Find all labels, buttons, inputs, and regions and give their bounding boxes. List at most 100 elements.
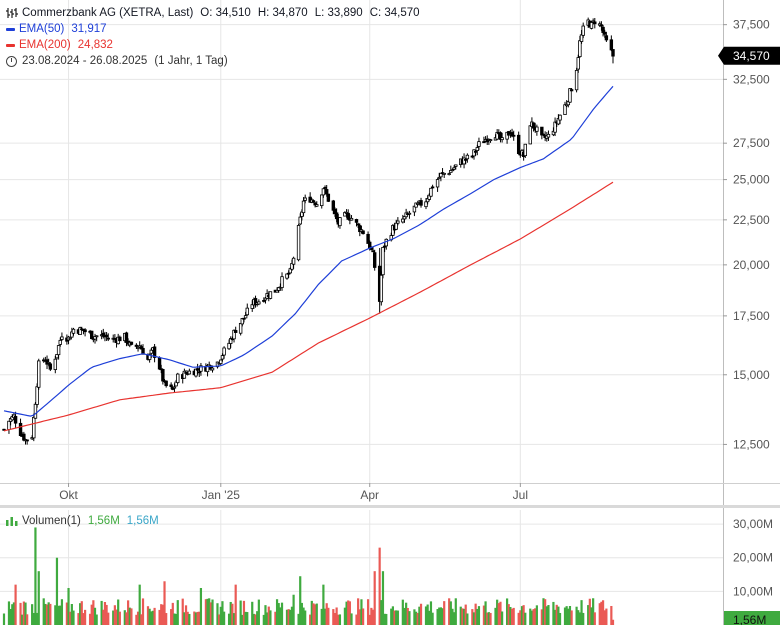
candle-body (222, 347, 226, 356)
candle-body (164, 380, 168, 387)
candle-body (454, 164, 458, 167)
candle-body (576, 57, 580, 70)
ema50-swatch (6, 27, 15, 31)
candle-body (37, 360, 41, 388)
volume-bar (325, 603, 328, 625)
volume-bar (103, 602, 107, 625)
volume-bar (35, 612, 39, 625)
candle-body (2, 428, 6, 431)
candle-body (169, 384, 173, 387)
last-price-badge (724, 46, 780, 65)
volume-bar (221, 601, 224, 625)
volume-bar (487, 612, 490, 625)
candle-body (604, 35, 609, 41)
volume-bar (459, 606, 462, 625)
volume-bar (332, 609, 335, 625)
volume-bar (290, 606, 294, 625)
volume-bar (123, 610, 126, 625)
volume-bar (59, 605, 62, 625)
volume-bar (477, 606, 481, 625)
volume-bar (454, 598, 457, 625)
volume-bar (418, 606, 421, 625)
last-volume-label: 1,56M (733, 613, 766, 625)
candle-body (321, 188, 326, 196)
time-tick-label: Jan '25 (202, 488, 241, 502)
volume-bar (9, 608, 12, 625)
volume-bar (535, 605, 538, 625)
volume-bar (146, 606, 150, 625)
ema200-legend[interactable]: EMA(200) 24,832 (6, 37, 420, 53)
volume-bar (315, 603, 318, 625)
range-row: 23.08.2024 - 26.08.2025 (1 Jahr, 1 Tag) (6, 53, 420, 69)
candle-body (298, 216, 302, 225)
price-tick-label: 27,500 (733, 136, 770, 150)
candle-body (242, 317, 246, 320)
volume-bar (348, 601, 351, 625)
volume-bar (355, 614, 358, 625)
volume-bar (547, 605, 550, 625)
volume-bar (436, 609, 439, 625)
volume-bar (267, 606, 270, 625)
title-row: Commerzbank AG (XETRA, Last) O: 34,510 H… (6, 5, 420, 21)
volume-bar (289, 609, 292, 625)
volume-bar (136, 611, 140, 625)
candle-body (401, 218, 405, 223)
volume-bar (102, 609, 105, 625)
volume-bar (280, 602, 284, 625)
volume-bars-icon (6, 516, 18, 526)
volume-bar (234, 584, 237, 625)
candle-body (118, 336, 122, 342)
volume-bar (198, 611, 201, 625)
candle-body (326, 193, 331, 202)
candle-body (541, 133, 546, 136)
ema50-legend[interactable]: EMA(50) 31,917 (6, 21, 420, 37)
volume-bar (127, 600, 130, 625)
ohlc-open: O: 34,510 (200, 7, 251, 19)
volume-bar (323, 608, 327, 625)
volume-bar (534, 608, 537, 625)
volume-bar (184, 605, 188, 625)
volume-bar (12, 602, 16, 625)
volume-bar (509, 606, 512, 625)
volume-bar (611, 619, 615, 625)
volume-bar (251, 601, 254, 625)
volume-bar (405, 602, 408, 625)
candle-body (227, 342, 231, 350)
candle-body (435, 179, 440, 188)
volume-value-1: 1,56M (87, 515, 120, 527)
candle-body (361, 230, 365, 235)
candle-body (161, 368, 165, 382)
volume-bar (299, 576, 302, 625)
volume-bar (529, 608, 532, 625)
candle-body (593, 21, 597, 25)
volume-bar (186, 611, 189, 625)
volume-bar (563, 607, 567, 625)
volume-bar (158, 609, 161, 625)
candle-body (609, 39, 614, 51)
volume-bar (204, 599, 207, 625)
volume-bar (603, 610, 606, 625)
candle-body (134, 344, 139, 347)
volume-bar (461, 608, 464, 625)
volume-bar (161, 604, 164, 625)
candle-body (18, 422, 23, 437)
volume-bar (266, 612, 269, 625)
volume-bar (47, 602, 50, 625)
volume-bar (598, 603, 601, 625)
candle-body (268, 291, 273, 299)
candle-body (523, 143, 527, 157)
volume-bar (163, 581, 166, 625)
volume-bar (117, 599, 120, 625)
volume-bar (406, 607, 409, 625)
candle-body (238, 322, 243, 334)
candle-body (465, 154, 470, 160)
volume-bar (345, 601, 348, 625)
volume-bar (601, 600, 605, 625)
candle-body (416, 202, 420, 205)
volume-bar (279, 607, 282, 625)
price-tick-label: 32,500 (733, 72, 770, 86)
volume-bar (150, 611, 153, 625)
volume-bar (439, 607, 442, 625)
